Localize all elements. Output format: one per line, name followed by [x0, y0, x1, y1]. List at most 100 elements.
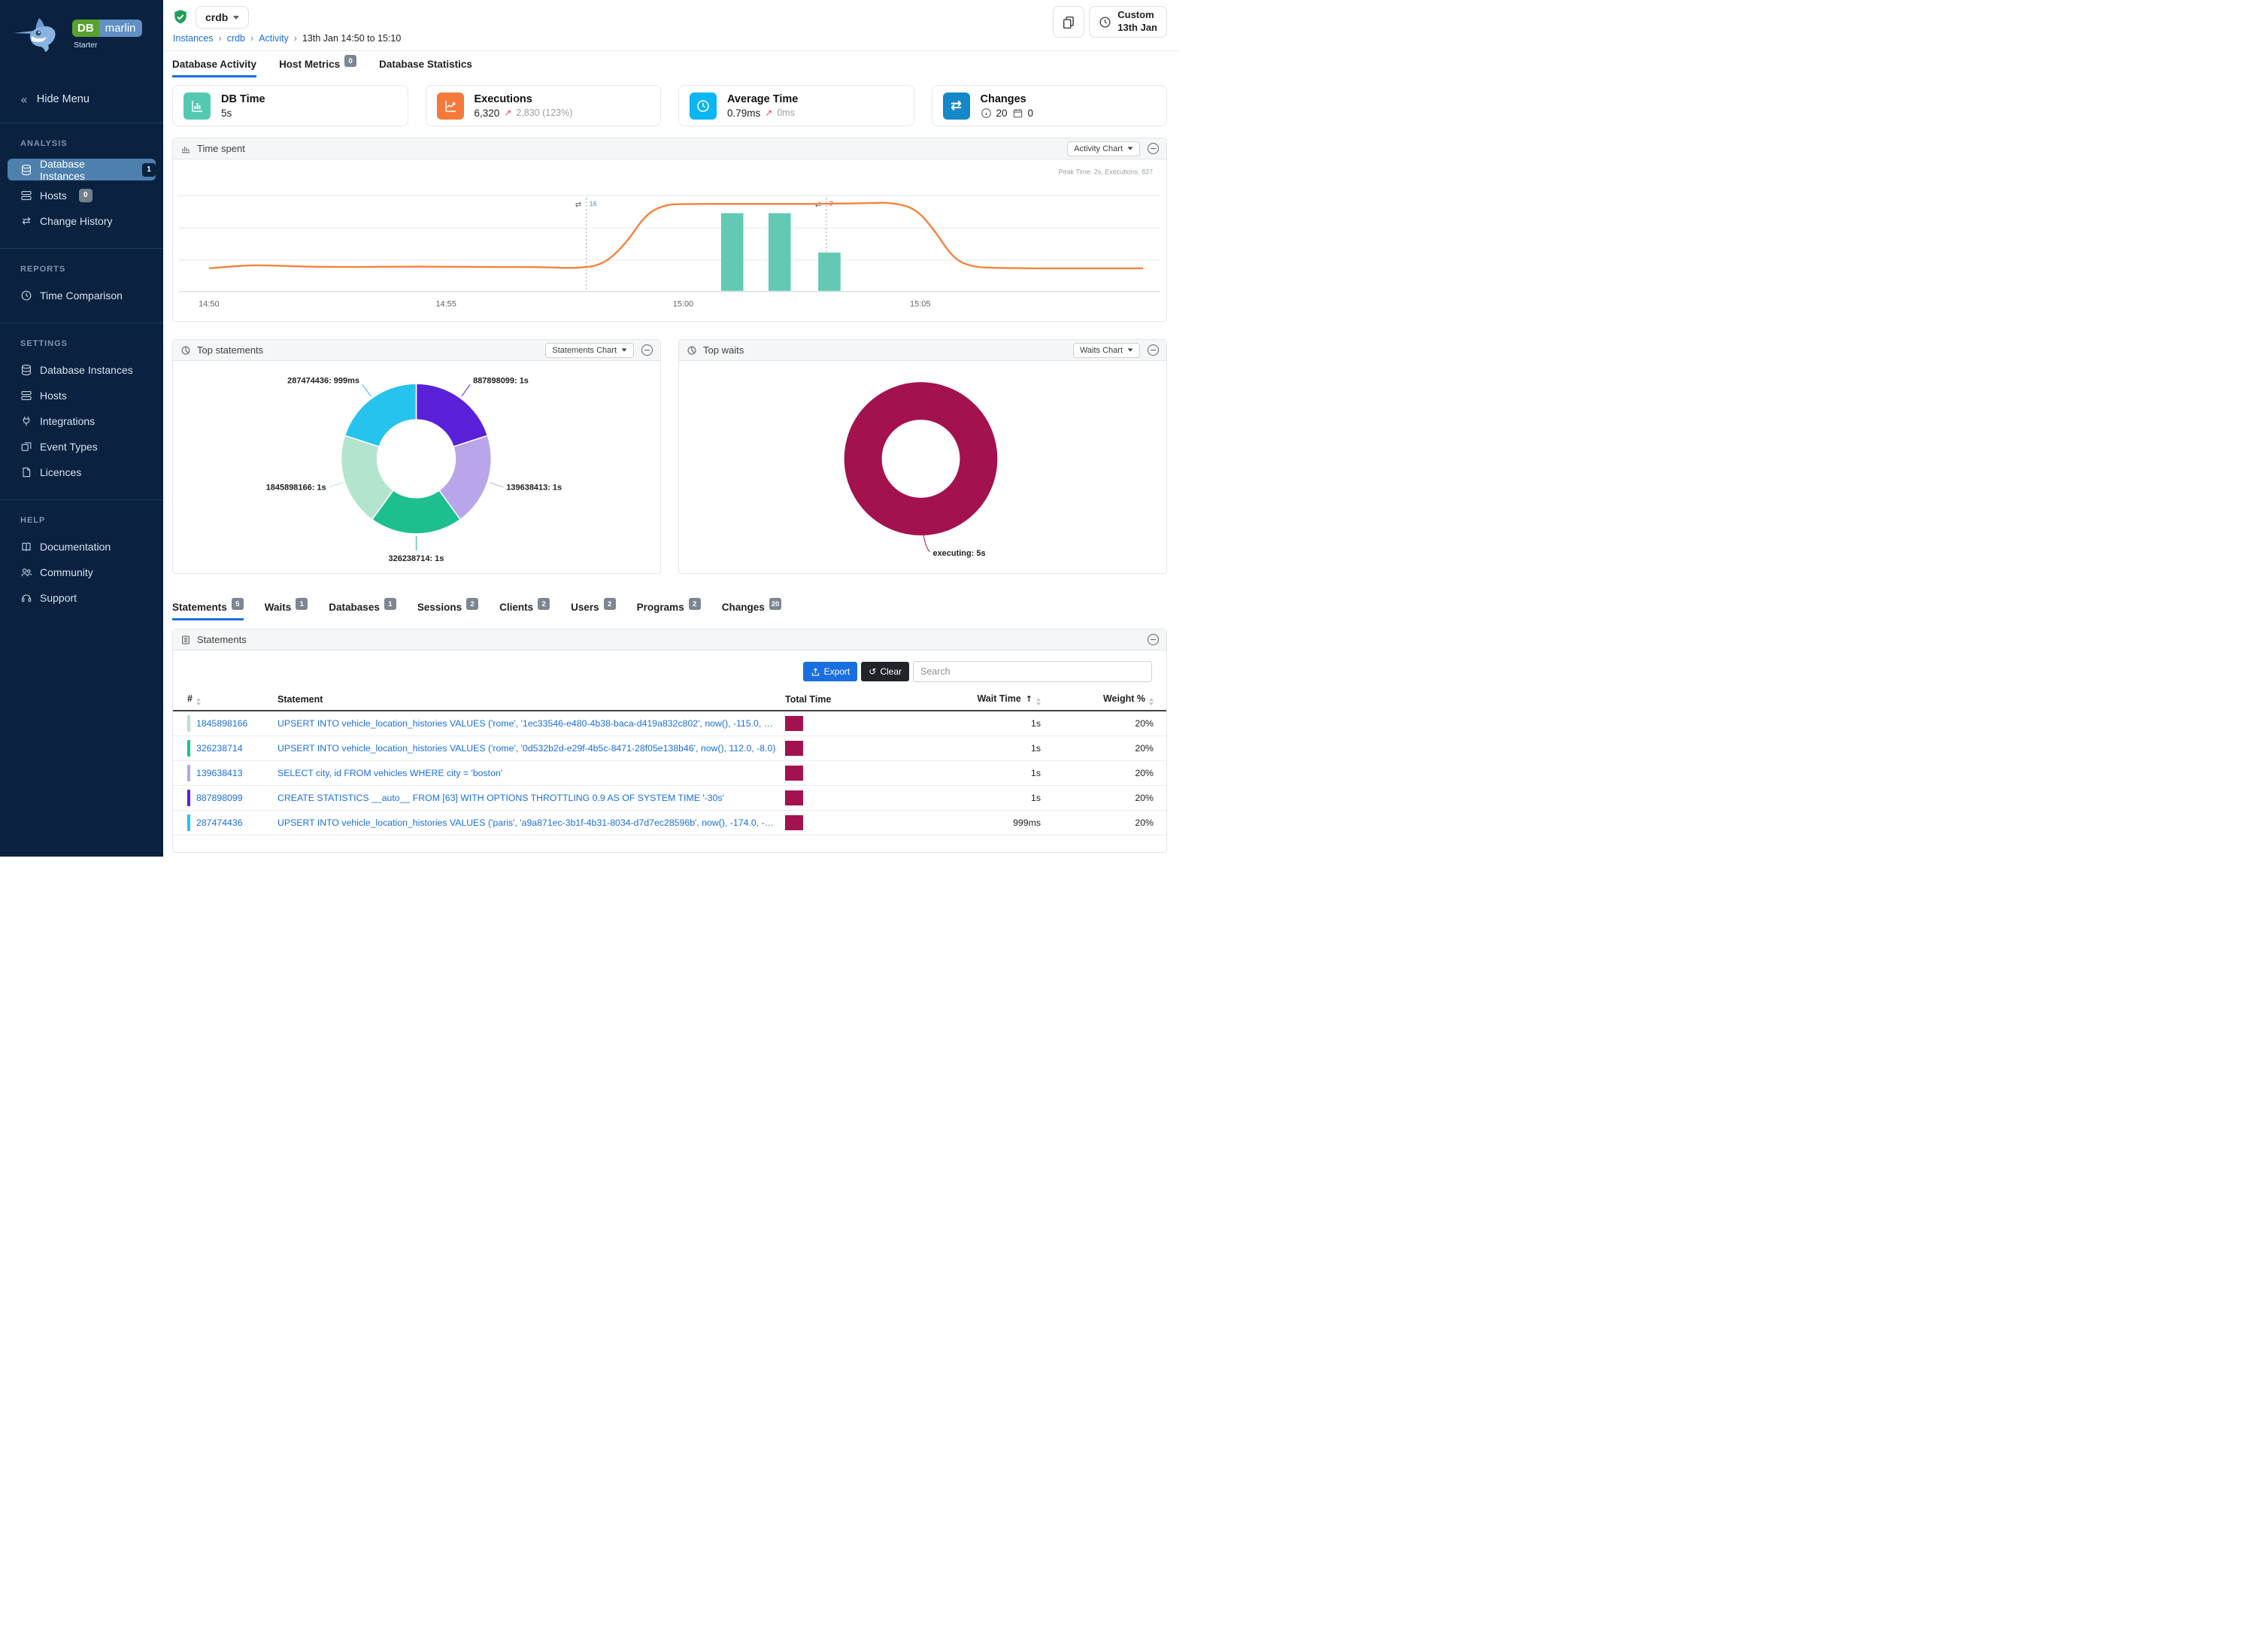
- sidebar-item-label: Support: [40, 591, 77, 604]
- top-statements-header: Top statements Statements Chart: [173, 340, 660, 361]
- clear-button[interactable]: ↺ Clear: [861, 662, 909, 681]
- breadcrumb-activity[interactable]: Activity: [259, 33, 289, 44]
- instance-selector[interactable]: crdb: [196, 6, 250, 29]
- sidebar-item-change-history[interactable]: ⇄ Change History: [0, 210, 163, 232]
- top-waits-donut-chart[interactable]: executing: 5s: [679, 361, 1166, 569]
- event-types-icon: [21, 441, 32, 451]
- clock-icon: [690, 92, 717, 120]
- sidebar-item-support[interactable]: Support: [0, 587, 163, 608]
- statement-text-link[interactable]: CREATE STATISTICS __auto__ FROM [63] WIT…: [277, 793, 724, 803]
- svg-text:139638413: 1s: 139638413: 1s: [506, 484, 562, 493]
- sidebar-item-integrations[interactable]: Integrations: [0, 410, 163, 432]
- subtab-changes[interactable]: Changes 20: [722, 598, 782, 620]
- sidebar-item-settings-hosts[interactable]: Hosts: [0, 384, 163, 406]
- kpi-delta: 0ms: [777, 108, 795, 118]
- sidebar-item-label: Licences: [40, 466, 82, 478]
- subtab-programs[interactable]: Programs 2: [637, 598, 701, 620]
- support-headset-icon: [21, 594, 32, 602]
- table-row: 887898099 CREATE STATISTICS __auto__ FRO…: [173, 786, 1166, 811]
- column-header-id[interactable]: #: [187, 693, 277, 705]
- database-icon: [21, 364, 32, 375]
- kpi-row: DB Time 5s Executions 6,320 ↗ 2,830 (123…: [172, 85, 1167, 126]
- statement-text-link[interactable]: UPSERT INTO vehicle_location_histories V…: [277, 718, 785, 729]
- statement-text-link[interactable]: SELECT city, id FROM vehicles WHERE city…: [277, 768, 503, 778]
- hide-menu-label: Hide Menu: [36, 93, 89, 105]
- sidebar-item-time-comparison[interactable]: Time Comparison: [0, 284, 163, 306]
- chevron-down-icon: [1127, 348, 1133, 352]
- sidebar-item-licences[interactable]: Licences: [0, 461, 163, 483]
- logo-edition: Starter: [74, 41, 98, 50]
- sidebar-item-label: Database Instances: [40, 157, 85, 182]
- kpi-average-time: Average Time 0.79ms ↗ 0ms: [678, 85, 914, 126]
- top-statements-donut-chart[interactable]: 887898099: 1s 139638413: 1s 326238714: 1s 1…: [173, 361, 660, 569]
- copy-link-button[interactable]: [1053, 6, 1085, 38]
- instance-name: crdb: [205, 11, 229, 23]
- time-spent-chart[interactable]: 14:50 14:55 15:00 15:05 ⇄ 16 ⇄ 7 Peak Time: 2s, …: [173, 159, 1166, 321]
- wait-time-value: 1s: [1031, 793, 1041, 803]
- svg-text:⇄: ⇄: [575, 201, 582, 209]
- column-header-total-time[interactable]: Total Time: [785, 694, 832, 705]
- collapse-panel-button[interactable]: [1148, 634, 1159, 645]
- subtab-databases[interactable]: Databases 1: [329, 598, 396, 620]
- subtab-users[interactable]: Users 2: [571, 598, 616, 620]
- activity-chart-select[interactable]: Activity Chart: [1067, 141, 1140, 156]
- weight-value: 20%: [1135, 817, 1154, 828]
- statements-table-panel: Statements Export ↺ Clear # Statement: [172, 629, 1167, 853]
- sidebar-item-documentation[interactable]: Documentation: [0, 535, 163, 557]
- subtab-sessions[interactable]: Sessions 2: [417, 598, 479, 620]
- calendar-icon[interactable]: [1012, 108, 1023, 119]
- statement-id-link[interactable]: 287474436: [196, 817, 243, 828]
- waits-chart-select[interactable]: Waits Chart: [1072, 342, 1140, 358]
- time-range-date: 13th Jan: [1117, 22, 1157, 33]
- statement-id-link[interactable]: 887898099: [196, 793, 243, 803]
- tab-badge: 0: [344, 55, 357, 67]
- sidebar-item-event-types[interactable]: Event Types: [0, 435, 163, 457]
- info-icon[interactable]: [981, 108, 992, 119]
- statement-text-link[interactable]: UPSERT INTO vehicle_location_histories V…: [277, 817, 785, 828]
- statement-id-link[interactable]: 139638413: [196, 768, 243, 778]
- sidebar-item-database-instances[interactable]: Database Instances 1: [8, 157, 156, 182]
- tab-host-metrics[interactable]: Host Metrics 0: [279, 55, 357, 77]
- dbmarlin-logo[interactable]: DB marlin Starter: [0, 0, 163, 72]
- subtab-waits[interactable]: Waits 1: [265, 598, 308, 620]
- kpi-value: 6,320: [474, 107, 500, 119]
- column-header-weight[interactable]: Weight %: [1041, 693, 1154, 705]
- collapse-panel-button[interactable]: [1148, 344, 1159, 356]
- total-time-bar: [785, 815, 803, 830]
- statements-chart-select[interactable]: Statements Chart: [545, 342, 634, 358]
- table-row: 326238714 UPSERT INTO vehicle_location_h…: [173, 736, 1166, 761]
- breadcrumb-crdb[interactable]: crdb: [226, 33, 246, 44]
- statement-id-link[interactable]: 1845898166: [196, 718, 248, 729]
- column-header-statement[interactable]: Statement: [277, 694, 323, 705]
- search-input[interactable]: [913, 661, 1152, 682]
- statement-text-link[interactable]: UPSERT INTO vehicle_location_histories V…: [277, 743, 776, 754]
- top-statements-panel: Top statements Statements Chart 88789809…: [172, 339, 661, 574]
- time-range-button[interactable]: Custom 13th Jan: [1089, 6, 1167, 38]
- app-root: DB marlin Starter « Hide Menu ANALYSIS D…: [0, 0, 1179, 857]
- svg-text:15:05: 15:05: [910, 300, 930, 309]
- column-header-wait-time[interactable]: Wait Time ↑: [905, 693, 1041, 705]
- collapse-panel-button[interactable]: [641, 344, 653, 356]
- health-shield-icon: [174, 10, 186, 24]
- undo-icon: ↺: [869, 666, 877, 677]
- top-waits-header: Top waits Waits Chart: [679, 340, 1166, 361]
- total-time-bar: [785, 741, 803, 756]
- statement-id-link[interactable]: 326238714: [196, 743, 243, 754]
- breadcrumb-time-range: 13th Jan 14:50 to 15:10: [302, 33, 402, 44]
- tab-database-activity[interactable]: Database Activity: [172, 59, 257, 77]
- statement-color-chip: [187, 765, 190, 781]
- svg-text:⇄: ⇄: [815, 201, 822, 209]
- tab-database-statistics[interactable]: Database Statistics: [379, 59, 472, 70]
- clock-icon: [1099, 16, 1111, 28]
- svg-text:15:00: 15:00: [673, 300, 693, 309]
- subtab-statements[interactable]: Statements 5: [172, 598, 244, 620]
- breadcrumb-instances[interactable]: Instances: [173, 33, 214, 44]
- hide-menu-button[interactable]: « Hide Menu: [0, 89, 163, 110]
- sidebar-item-community[interactable]: Community: [0, 561, 163, 583]
- export-button[interactable]: Export: [802, 662, 858, 681]
- sidebar-item-settings-database-instances[interactable]: Database Instances: [0, 359, 163, 381]
- sidebar-item-hosts[interactable]: Hosts 0: [0, 184, 163, 206]
- collapse-panel-button[interactable]: [1148, 143, 1159, 154]
- subtab-clients[interactable]: Clients 2: [499, 598, 550, 620]
- swap-arrows-icon: ⇄: [22, 214, 31, 227]
